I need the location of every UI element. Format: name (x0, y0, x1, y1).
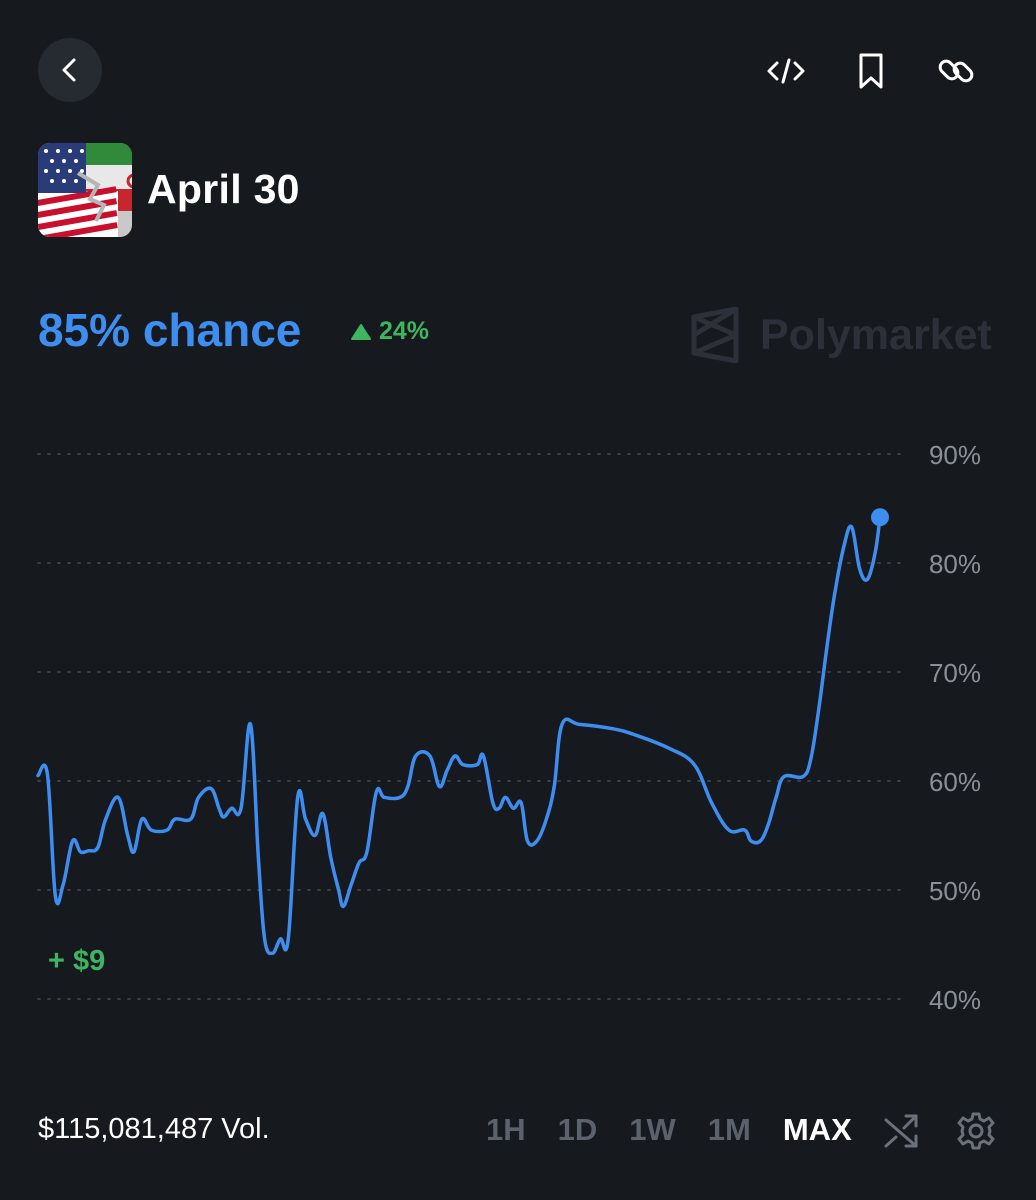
y-tick-label: 40% (929, 985, 981, 1015)
market-image (38, 143, 132, 237)
range-1w[interactable]: 1W (629, 1112, 676, 1147)
y-tick-label: 70% (929, 658, 981, 688)
embed-code-icon (767, 58, 805, 84)
bookmark-button[interactable] (850, 50, 892, 92)
back-button[interactable] (38, 38, 102, 102)
volume-label: $115,081,487 Vol. (38, 1113, 270, 1145)
y-tick-label: 80% (929, 549, 981, 579)
link-icon (938, 59, 974, 83)
brand-watermark: Polymarket (690, 307, 992, 363)
chance-value: 85% chance (38, 304, 302, 356)
x-tick-label: Mar 22 (142, 1069, 220, 1070)
series-line (36, 515, 882, 956)
polymarket-logo-icon (691, 307, 739, 363)
us-iran-flags-image (38, 143, 132, 237)
price-chart[interactable]: 90% 80% 70% 60% 50% 40% Mar 22 Mar 29 (0, 430, 1036, 1070)
copy-link-button[interactable] (935, 50, 977, 92)
shuffle-button[interactable] (881, 1111, 921, 1151)
x-tick-label: Mar 29 (518, 1069, 596, 1070)
settings-button[interactable] (956, 1111, 996, 1151)
embed-button[interactable] (765, 50, 807, 92)
gear-icon (957, 1112, 995, 1150)
y-tick-label: 60% (929, 767, 981, 797)
range-1h[interactable]: 1H (486, 1112, 526, 1147)
shuffle-icon (884, 1114, 918, 1148)
y-tick-label: 90% (929, 440, 981, 470)
bookmark-icon (859, 53, 883, 89)
change-value: 24% (379, 317, 430, 345)
pnl-label: + $9 (48, 945, 106, 977)
current-value-dot (871, 508, 889, 527)
time-range-tabs: 1H 1D 1W 1M MAX (486, 1112, 884, 1148)
range-1m[interactable]: 1M (707, 1112, 751, 1147)
triangle-up-icon (351, 323, 371, 340)
range-max[interactable]: MAX (782, 1112, 852, 1147)
back-chevron-icon (62, 58, 76, 82)
change-badge: 24% (349, 317, 429, 346)
brand-name: Polymarket (760, 310, 992, 359)
range-1d[interactable]: 1D (557, 1112, 598, 1147)
market-title: April 30 (147, 166, 300, 212)
y-tick-label: 50% (929, 876, 981, 906)
